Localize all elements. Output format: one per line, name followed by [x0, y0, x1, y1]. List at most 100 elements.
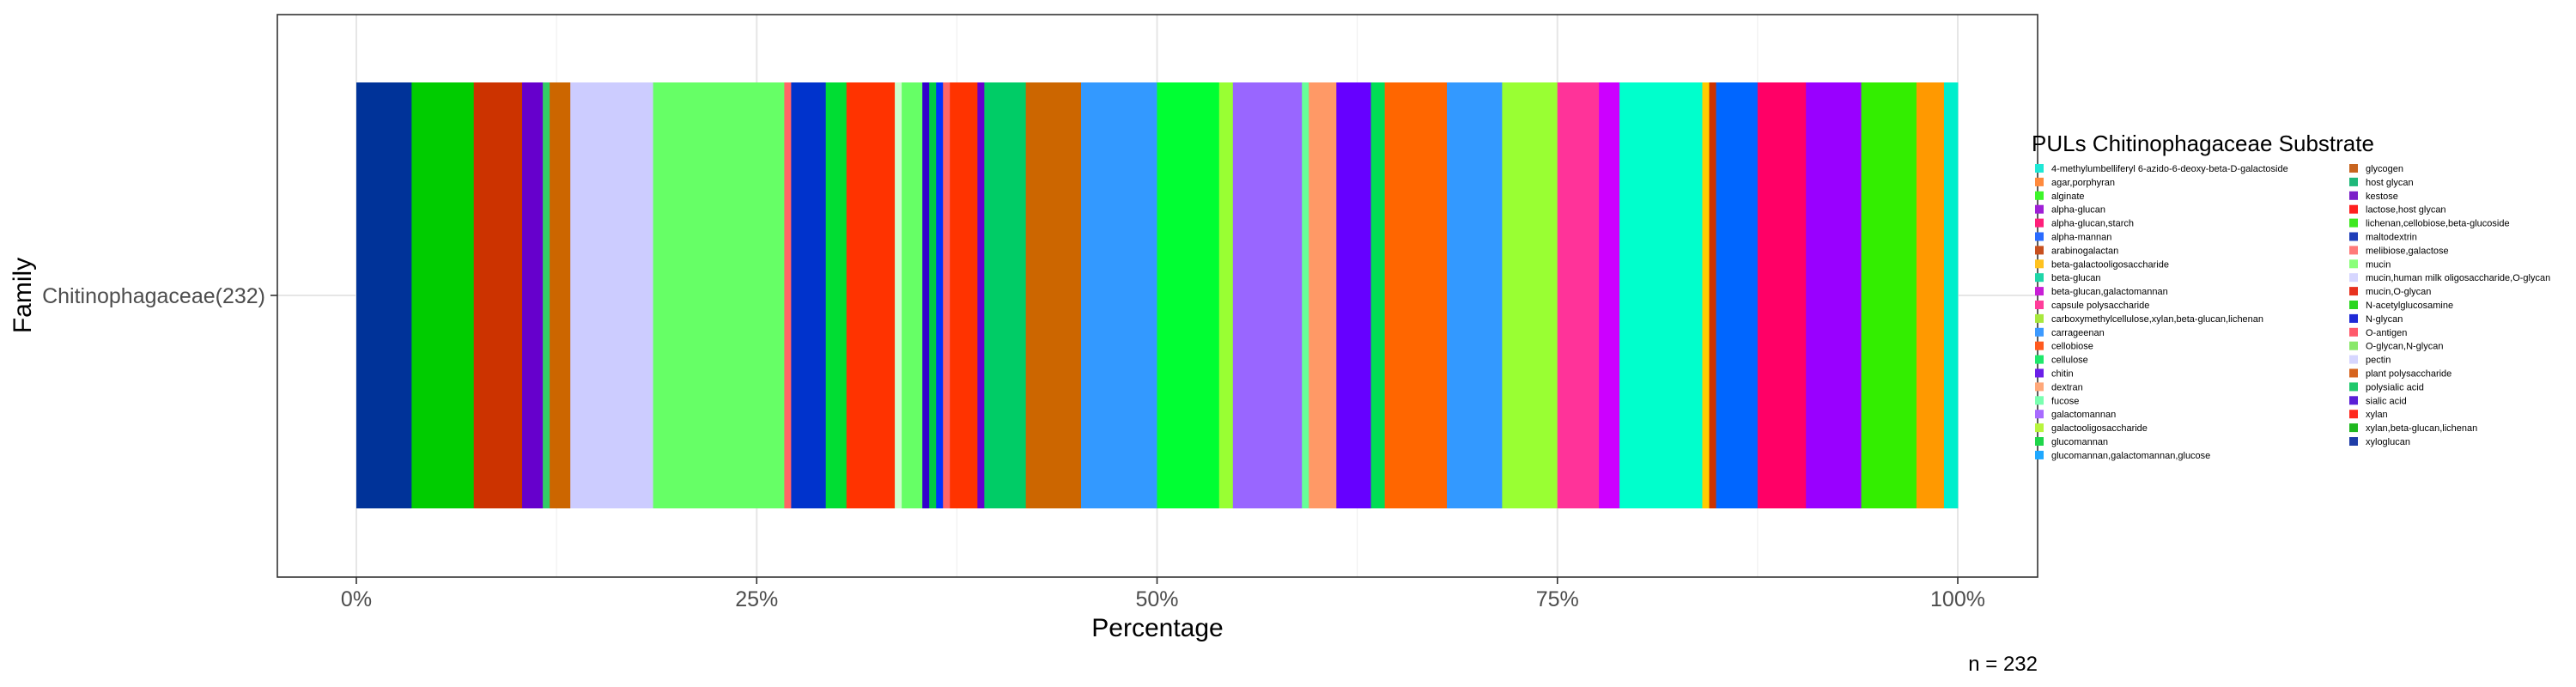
bar-segment [1336, 82, 1371, 508]
bar-segment [356, 82, 412, 508]
legend-swatch [2035, 382, 2044, 392]
legend-label: melibiose,galactose [2366, 246, 2449, 256]
bar-segment [846, 82, 896, 508]
x-tick-label: 100% [1930, 587, 1985, 611]
legend-swatch [2349, 218, 2358, 228]
legend-label: beta-glucan,galactomannan [2051, 287, 2168, 297]
legend-swatch [2349, 410, 2358, 419]
bar-segment [1599, 82, 1620, 508]
bar-segment [950, 82, 978, 508]
bar-segment [473, 82, 523, 508]
sample-size-caption: n = 232 [1968, 653, 2038, 676]
bar-segment [784, 82, 792, 508]
bar-segment [1557, 82, 1600, 508]
legend-label: alpha-glucan,starch [2051, 219, 2134, 229]
bar-segment [936, 82, 944, 508]
legend-swatch [2349, 396, 2358, 405]
y-axis: Chitinophagaceae(232) [42, 284, 277, 308]
legend-label: pectin [2366, 356, 2391, 366]
legend-swatch [2349, 355, 2358, 364]
legend-label: alpha-mannan [2051, 233, 2111, 243]
bar-segment [825, 82, 848, 508]
bar-segment [1806, 82, 1862, 508]
bar-segment [1619, 82, 1703, 508]
x-tick-label: 75% [1536, 587, 1579, 611]
legend-swatch [2035, 313, 2044, 323]
bar-segment [1384, 82, 1448, 508]
legend-swatch [2035, 218, 2044, 228]
bar-segment [1025, 82, 1082, 508]
bar-segment [943, 82, 951, 508]
legend-label: glucomannan,galactomannan,glucose [2051, 451, 2210, 461]
legend-label: beta-glucan [2051, 273, 2101, 283]
legend-label: alginate [2051, 192, 2085, 202]
bar-segment [929, 82, 937, 508]
y-category-label: Chitinophagaceae(232) [42, 284, 265, 308]
legend-swatch [2035, 301, 2044, 309]
legend-swatch [2349, 204, 2358, 214]
legend-label: glucomannan [2051, 437, 2108, 447]
legend-label: mucin [2366, 259, 2391, 270]
bar-segment [1232, 82, 1303, 508]
legend-swatch [2349, 341, 2358, 350]
legend-swatch [2349, 191, 2358, 200]
bar-segment [902, 82, 923, 508]
x-tick-label: 25% [735, 587, 778, 611]
bar-segment [1716, 82, 1759, 508]
legend-swatch [2349, 287, 2358, 296]
legend-label: sialic acid [2366, 396, 2407, 406]
legend-label: galactooligosaccharide [2051, 423, 2148, 434]
legend-swatch [2349, 273, 2358, 283]
legend-swatch [2035, 368, 2044, 378]
legend-label: N-glycan [2366, 314, 2403, 325]
legend-swatch [2349, 177, 2358, 186]
legend-label: maltodextrin [2366, 233, 2417, 243]
bar-segment [1702, 82, 1710, 508]
legend-label: lichenan,cellobiose,beta-glucoside [2366, 219, 2510, 229]
legend-label: lactose,host glycan [2366, 205, 2446, 216]
legend-label: xylan,beta-glucan,lichenan [2366, 423, 2477, 434]
legend-label: 4-methylumbelliferyl 6-azido-6-deoxy-bet… [2051, 164, 2288, 174]
legend-swatch [2349, 423, 2358, 433]
x-tick-label: 50% [1135, 587, 1178, 611]
legend-swatch [2035, 410, 2044, 419]
bar-segment [1080, 82, 1157, 508]
x-tick-label: 0% [341, 587, 372, 611]
legend-label: galactomannan [2051, 410, 2116, 420]
x-axis-title: Percentage [1091, 614, 1223, 642]
legend-swatch [2349, 313, 2358, 323]
legend-label: plant polysaccharide [2366, 369, 2451, 380]
legend-swatch [2035, 327, 2044, 337]
bar-segment [895, 82, 902, 508]
legend-label: mucin,human milk oligosaccharide,O-glyca… [2366, 273, 2550, 283]
y-axis-title: Family [9, 258, 37, 333]
bar-segment [653, 82, 785, 508]
bar-segment [1157, 82, 1220, 508]
bar-segment [1916, 82, 1945, 508]
legend-label: cellulose [2051, 356, 2088, 366]
legend-swatch [2035, 164, 2044, 173]
legend-label: arabinogalactan [2051, 246, 2118, 256]
x-axis: 0% 25% 50% 75% 100% [341, 577, 1985, 611]
legend-swatch [2349, 232, 2358, 241]
bar-segment [791, 82, 827, 508]
legend-swatch [2035, 341, 2044, 350]
legend-swatch [2035, 355, 2044, 364]
bar-segment [543, 82, 550, 508]
legend-label: O-glycan,N-glycan [2366, 342, 2443, 352]
bar-segment [550, 82, 571, 508]
legend-label: xylan [2366, 410, 2388, 420]
legend-label: cellobiose [2051, 342, 2093, 352]
legend: 4-methylumbelliferyl 6-azido-6-deoxy-bet… [2035, 164, 2550, 461]
bar-segment [1502, 82, 1558, 508]
legend-label: N-acetylglucosamine [2366, 301, 2453, 311]
legend-label: capsule polysaccharide [2051, 301, 2149, 311]
bar-segment [411, 82, 475, 508]
legend-title: PULs Chitinophagaceae Substrate [2032, 131, 2374, 156]
legend-label: O-antigen [2366, 328, 2407, 338]
bar-segment [1709, 82, 1716, 508]
legend-label: beta-galactooligosaccharide [2051, 259, 2169, 270]
legend-swatch [2035, 273, 2044, 283]
bar-segment [1218, 82, 1234, 508]
